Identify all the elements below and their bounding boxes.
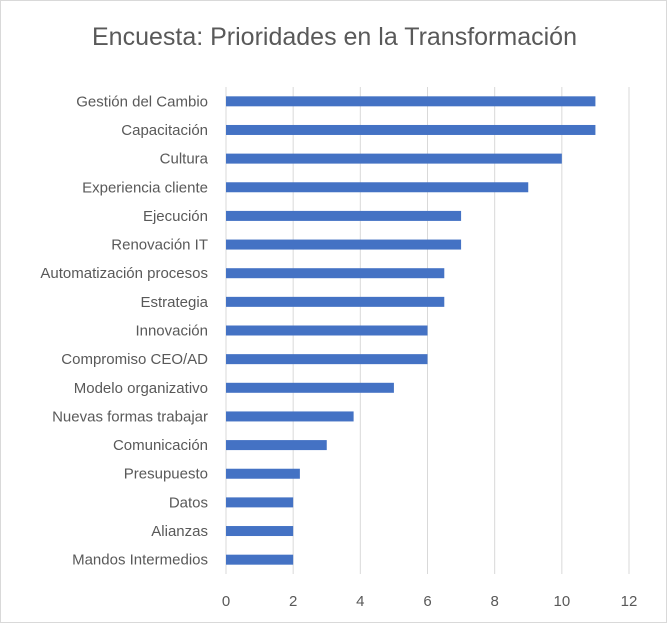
category-label: Comunicación — [113, 437, 208, 454]
bar — [226, 210, 462, 221]
category-label: Automatización procesos — [40, 265, 208, 282]
category-label: Experiencia cliente — [82, 179, 208, 196]
category-label: Estrategia — [140, 294, 208, 311]
x-tick-label: 6 — [423, 593, 431, 610]
bar — [226, 382, 394, 393]
bar — [226, 526, 294, 537]
bar — [226, 411, 354, 422]
x-tick-label: 8 — [490, 593, 498, 610]
category-label: Renovación IT — [111, 237, 208, 254]
bar — [226, 440, 327, 451]
category-label: Presupuesto — [124, 466, 208, 483]
category-label: Innovación — [135, 323, 208, 340]
x-tick-label: 10 — [553, 593, 570, 610]
x-tick-label: 2 — [289, 593, 297, 610]
bar — [226, 268, 445, 279]
bar — [226, 497, 294, 508]
bar — [226, 468, 300, 479]
bars — [226, 96, 596, 565]
category-label: Datos — [169, 494, 208, 511]
category-label: Nuevas formas trabajar — [52, 408, 208, 425]
category-label: Alianzas — [151, 523, 208, 540]
bar — [226, 96, 596, 107]
bar — [226, 296, 445, 307]
bar — [226, 124, 596, 135]
bar — [226, 239, 462, 250]
x-tick-label: 12 — [621, 593, 638, 610]
category-label: Modelo organizativo — [74, 380, 208, 397]
category-label: Mandos Intermedios — [72, 552, 208, 569]
chart-title: Encuesta: Prioridades en la Transformaci… — [92, 23, 577, 51]
x-tick-label: 4 — [356, 593, 364, 610]
x-tick-label: 0 — [222, 593, 230, 610]
category-label: Compromiso CEO/AD — [61, 351, 208, 368]
bar — [226, 182, 529, 193]
bar — [226, 153, 562, 164]
category-label: Ejecución — [143, 208, 208, 225]
category-label: Capacitación — [121, 122, 208, 139]
category-label: Cultura — [160, 151, 209, 168]
x-tick-labels: 0 2 4 6 8 10 12 — [222, 593, 638, 610]
bar — [226, 554, 294, 565]
bar — [226, 325, 428, 336]
bar — [226, 354, 428, 365]
category-labels: Gestión del Cambio Capacitación Cultura Exp… — [40, 93, 208, 568]
category-label: Gestión del Cambio — [76, 93, 208, 110]
